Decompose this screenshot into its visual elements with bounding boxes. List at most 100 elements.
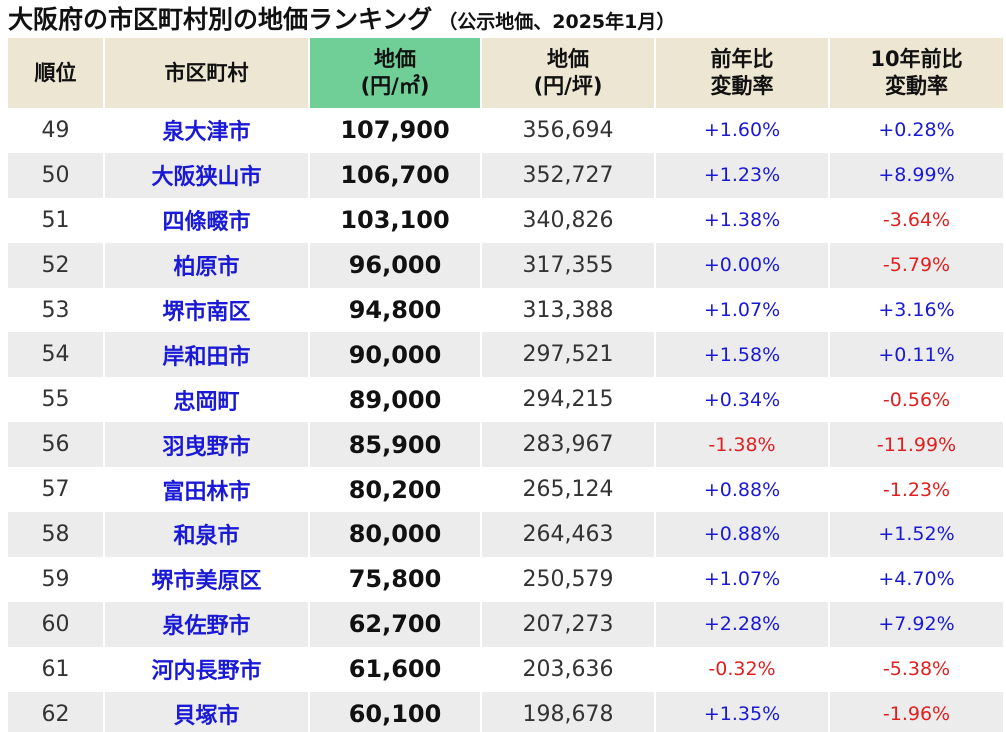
price-tsubo-cell: 313,388 xyxy=(481,287,656,333)
city-name-link[interactable]: 柏原市 xyxy=(104,242,310,288)
city-name-link[interactable]: 河内長野市 xyxy=(104,646,310,692)
header-rank-label: 順位 xyxy=(34,60,77,85)
price-sqm-cell: 89,000 xyxy=(309,377,482,423)
header-yoy-line2: 変動率 xyxy=(710,74,774,98)
price-tsubo-cell: 264,463 xyxy=(481,512,656,557)
table-row: 50 大阪狭山市 106,700 352,727 +1.23% +8.99% xyxy=(8,152,1004,198)
price-sqm-cell: 80,200 xyxy=(309,467,482,513)
price-tsubo-cell: 356,694 xyxy=(481,108,656,153)
yoy-change-cell: +1.07% xyxy=(655,556,830,602)
yoy-change-cell: +1.23% xyxy=(655,152,830,198)
ten-year-change-cell: -1.23% xyxy=(829,467,1004,513)
yoy-change-cell: +0.88% xyxy=(655,512,830,557)
price-sqm-cell: 80,000 xyxy=(309,512,482,557)
price-sqm-cell: 103,100 xyxy=(309,197,482,243)
rank-cell: 58 xyxy=(8,512,105,557)
city-name-link[interactable]: 堺市美原区 xyxy=(104,556,310,602)
header-price-tsubo-line1: 地価 xyxy=(547,47,589,71)
rank-cell: 53 xyxy=(8,287,105,333)
price-sqm-cell: 61,600 xyxy=(309,646,482,692)
price-tsubo-cell: 283,967 xyxy=(481,422,656,468)
table-row: 58 和泉市 80,000 264,463 +0.88% +1.52% xyxy=(8,512,1004,557)
city-name-link[interactable]: 泉大津市 xyxy=(104,108,310,153)
yoy-change-cell: +1.07% xyxy=(655,287,830,333)
price-tsubo-cell: 265,124 xyxy=(481,467,656,513)
yoy-change-cell: +1.35% xyxy=(655,691,830,732)
price-tsubo-cell: 207,273 xyxy=(481,601,656,647)
rank-cell: 49 xyxy=(8,108,105,153)
header-price-tsubo-line2: (円/坪) xyxy=(533,74,603,98)
city-name-link[interactable]: 大阪狭山市 xyxy=(104,152,310,198)
yoy-change-cell: -1.38% xyxy=(655,422,830,468)
header-price-sqm-line2: (円/㎡) xyxy=(360,74,430,98)
price-sqm-cell: 60,100 xyxy=(309,691,482,732)
price-sqm-cell: 62,700 xyxy=(309,601,482,647)
price-sqm-cell: 107,900 xyxy=(309,108,482,153)
ten-year-change-cell: -5.38% xyxy=(829,646,1004,692)
yoy-change-cell: +1.38% xyxy=(655,197,830,243)
price-sqm-cell: 96,000 xyxy=(309,242,482,288)
rank-cell: 51 xyxy=(8,197,105,243)
header-price-sqm[interactable]: 地価 (円/㎡) xyxy=(309,38,482,108)
header-price-tsubo[interactable]: 地価 (円/坪) xyxy=(481,38,656,108)
rank-cell: 59 xyxy=(8,556,105,602)
title-main: 大阪府の市区町村別の地価ランキング xyxy=(8,5,433,34)
price-tsubo-cell: 340,826 xyxy=(481,197,656,243)
ten-year-change-cell: +7.92% xyxy=(829,601,1004,647)
table-row: 52 柏原市 96,000 317,355 +0.00% -5.79% xyxy=(8,242,1004,288)
title-subtitle: （公示地価、2025年1月） xyxy=(438,11,676,33)
table-row: 55 忠岡町 89,000 294,215 +0.34% -0.56% xyxy=(8,377,1004,423)
city-name-link[interactable]: 泉佐野市 xyxy=(104,601,310,647)
city-name-link[interactable]: 岸和田市 xyxy=(104,332,310,378)
city-name-link[interactable]: 富田林市 xyxy=(104,467,310,513)
city-name-link[interactable]: 忠岡町 xyxy=(104,377,310,423)
rank-cell: 55 xyxy=(8,377,105,423)
yoy-change-cell: +0.34% xyxy=(655,377,830,423)
header-rank[interactable]: 順位 xyxy=(8,38,105,108)
price-sqm-cell: 106,700 xyxy=(309,152,482,198)
ranking-table-container: 順位 市区町村 地価 (円/㎡) 地価 (円/坪) 前年比 変動率 10年前比 … xyxy=(8,38,1004,732)
ten-year-change-cell: -5.79% xyxy=(829,242,1004,288)
yoy-change-cell: +0.00% xyxy=(655,242,830,288)
city-name-link[interactable]: 羽曳野市 xyxy=(104,422,310,468)
header-yoy-change[interactable]: 前年比 変動率 xyxy=(655,38,830,108)
ten-year-change-cell: -3.64% xyxy=(829,197,1004,243)
yoy-change-cell: +1.60% xyxy=(655,108,830,153)
price-sqm-cell: 75,800 xyxy=(309,556,482,602)
yoy-change-cell: +1.58% xyxy=(655,332,830,378)
rank-cell: 52 xyxy=(8,242,105,288)
ten-year-change-cell: +3.16% xyxy=(829,287,1004,333)
ten-year-change-cell: +0.11% xyxy=(829,332,1004,378)
price-tsubo-cell: 203,636 xyxy=(481,646,656,692)
header-10yr-change[interactable]: 10年前比 変動率 xyxy=(829,38,1004,108)
price-sqm-cell: 85,900 xyxy=(309,422,482,468)
city-name-link[interactable]: 貝塚市 xyxy=(104,691,310,732)
table-row: 54 岸和田市 90,000 297,521 +1.58% +0.11% xyxy=(8,332,1004,378)
table-row: 61 河内長野市 61,600 203,636 -0.32% -5.38% xyxy=(8,646,1004,692)
city-name-link[interactable]: 堺市南区 xyxy=(104,287,310,333)
header-city-label: 市区町村 xyxy=(164,60,249,85)
rank-cell: 54 xyxy=(8,332,105,378)
price-tsubo-cell: 317,355 xyxy=(481,242,656,288)
ranking-table: 順位 市区町村 地価 (円/㎡) 地価 (円/坪) 前年比 変動率 10年前比 … xyxy=(8,38,1004,732)
price-sqm-cell: 90,000 xyxy=(309,332,482,378)
header-yoy-line1: 前年比 xyxy=(710,47,774,71)
city-name-link[interactable]: 四條畷市 xyxy=(104,197,310,243)
table-header-row: 順位 市区町村 地価 (円/㎡) 地価 (円/坪) 前年比 変動率 10年前比 … xyxy=(8,38,1004,108)
rank-cell: 61 xyxy=(8,646,105,692)
rank-cell: 60 xyxy=(8,601,105,647)
table-row: 57 富田林市 80,200 265,124 +0.88% -1.23% xyxy=(8,467,1004,513)
price-tsubo-cell: 297,521 xyxy=(481,332,656,378)
yoy-change-cell: +0.88% xyxy=(655,467,830,513)
price-tsubo-cell: 198,678 xyxy=(481,691,656,732)
header-price-sqm-line1: 地価 xyxy=(374,47,416,71)
table-row: 49 泉大津市 107,900 356,694 +1.60% +0.28% xyxy=(8,108,1004,153)
header-10yr-line1: 10年前比 xyxy=(870,47,963,71)
rank-cell: 56 xyxy=(8,422,105,468)
city-name-link[interactable]: 和泉市 xyxy=(104,512,310,557)
price-tsubo-cell: 352,727 xyxy=(481,152,656,198)
header-city[interactable]: 市区町村 xyxy=(104,38,310,108)
page-title: 大阪府の市区町村別の地価ランキング （公示地価、2025年1月） xyxy=(8,2,675,38)
price-sqm-cell: 94,800 xyxy=(309,287,482,333)
price-tsubo-cell: 294,215 xyxy=(481,377,656,423)
